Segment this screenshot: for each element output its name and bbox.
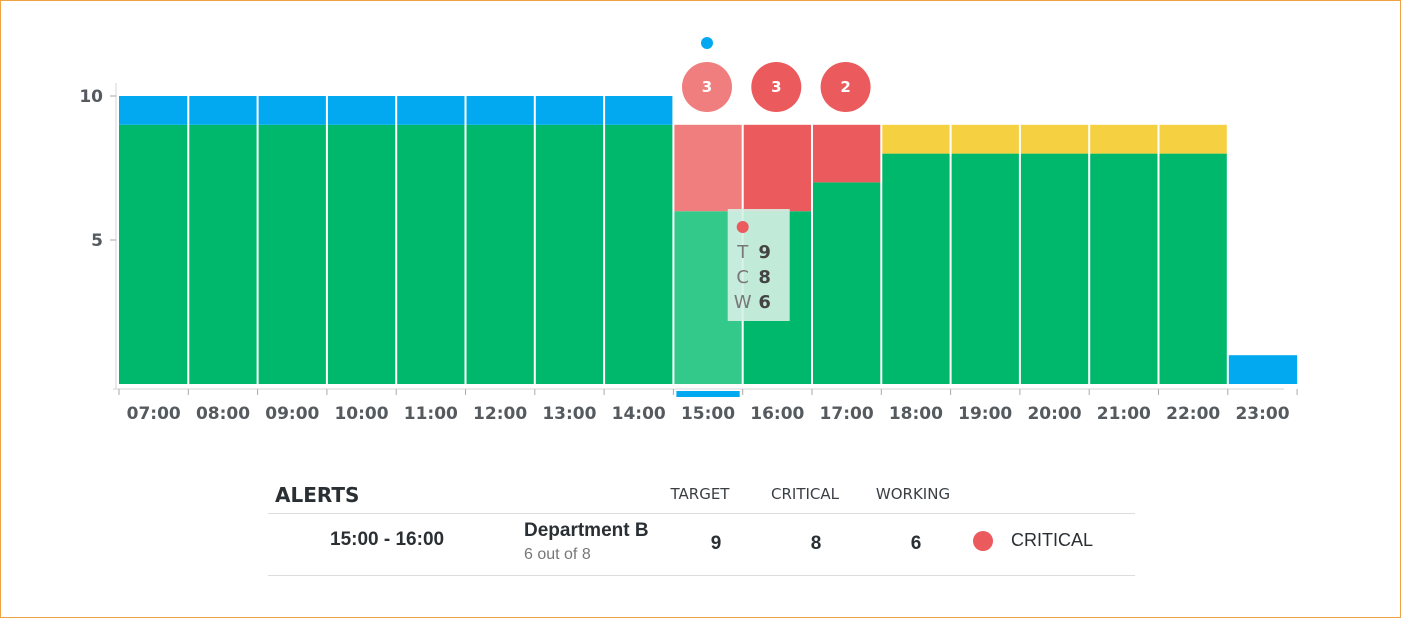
bar-segment	[673, 124, 743, 212]
x-tick-label: 16:00	[750, 404, 804, 424]
alert-target-value: 9	[710, 533, 722, 554]
bar-segment	[604, 124, 674, 385]
tooltip-key: T	[736, 242, 749, 263]
x-tick-label: 11:00	[404, 404, 458, 424]
x-tick-label: 14:00	[612, 404, 666, 424]
bar-segment	[1227, 355, 1298, 384]
bar-segment	[326, 124, 397, 385]
tooltip-value: 8	[758, 267, 771, 288]
alert-critical-value: 8	[810, 533, 822, 554]
x-tick-label: 19:00	[958, 404, 1012, 424]
row-divider	[268, 575, 1135, 576]
y-tick-label: 10	[79, 87, 103, 107]
alert-staffing-summary: 6 out of 8	[524, 546, 591, 563]
bar-segment	[1158, 153, 1228, 384]
bar-segment	[396, 124, 466, 385]
staffing-chart: 5 10 07:00 08:00 09:00 10:00 11:00 12:00 13:00 14…	[79, 37, 1298, 424]
x-tick-label: 15:00	[681, 404, 735, 424]
alert-status-label: CRITICAL	[1011, 530, 1094, 550]
bar-segment	[1019, 153, 1090, 384]
x-tick-label: 21:00	[1097, 404, 1151, 424]
bar-segment	[604, 96, 674, 125]
x-tick-label: 07:00	[127, 404, 181, 424]
bar-segment	[465, 96, 535, 125]
bar-segment	[534, 96, 605, 125]
tooltip-value: 9	[758, 242, 771, 263]
bar-segment	[812, 124, 882, 183]
bar-segment	[396, 96, 466, 125]
bar-segment	[257, 124, 327, 385]
alert-count-label: 2	[840, 78, 850, 96]
x-tick-label: 09:00	[265, 404, 319, 424]
bar-segment	[326, 96, 397, 125]
y-tick-label: 5	[91, 231, 103, 251]
x-tick-label: 18:00	[889, 404, 943, 424]
bar-segment	[188, 96, 258, 125]
tooltip-key: C	[736, 267, 749, 288]
tooltip-key: W	[734, 292, 752, 313]
bar-segment	[812, 182, 882, 384]
bar-segment	[881, 124, 951, 154]
bar-segment	[119, 124, 189, 385]
alert-time-range: 15:00 - 16:00	[330, 529, 445, 550]
alert-department: Department B	[524, 520, 649, 541]
selection-marker-dot-icon	[701, 37, 713, 49]
bar-segment	[950, 124, 1020, 154]
working-column-header: WORKING	[875, 485, 951, 503]
bar-segment	[742, 124, 812, 212]
alert-count-bubble	[751, 62, 802, 112]
alert-count-label: 3	[771, 78, 781, 96]
bar-segment	[188, 124, 258, 385]
alert-count-bubble	[820, 62, 871, 112]
tooltip-value: 6	[758, 292, 771, 313]
x-tick-label: 12:00	[473, 404, 527, 424]
alerts-panel: ALERTS TARGET CRITICAL WORKING 15:00 - 1…	[268, 473, 1135, 577]
x-tick-label: 13:00	[542, 404, 596, 424]
bar-segment	[257, 96, 327, 125]
x-tick-label: 17:00	[820, 404, 874, 424]
critical-status-dot-icon	[973, 531, 993, 551]
x-tick-label: 10:00	[334, 404, 388, 424]
x-tick-label: 23:00	[1235, 404, 1289, 424]
bar-segment	[1089, 153, 1159, 384]
bar-segment	[534, 124, 605, 385]
selected-hour-indicator	[676, 391, 740, 397]
bar-segment	[950, 153, 1020, 384]
header-divider	[268, 513, 1135, 514]
alert-count-label: 3	[702, 78, 712, 96]
bar-segment	[881, 153, 951, 384]
target-column-header: TARGET	[670, 485, 730, 503]
alerts-title: ALERTS	[275, 483, 360, 507]
bar-segment	[465, 124, 535, 385]
bar-segment	[119, 96, 189, 125]
tooltip-status-dot-icon	[736, 221, 749, 233]
x-tick-label: 22:00	[1166, 404, 1220, 424]
x-tick-label: 20:00	[1027, 404, 1081, 424]
alert-count-bubble	[682, 62, 732, 112]
bar-segment	[1089, 124, 1159, 154]
alert-working-value: 6	[910, 533, 922, 554]
x-tick-label: 08:00	[196, 404, 250, 424]
bar-segment	[1019, 124, 1090, 154]
bar-segment	[1158, 124, 1228, 154]
critical-column-header: CRITICAL	[771, 485, 839, 503]
